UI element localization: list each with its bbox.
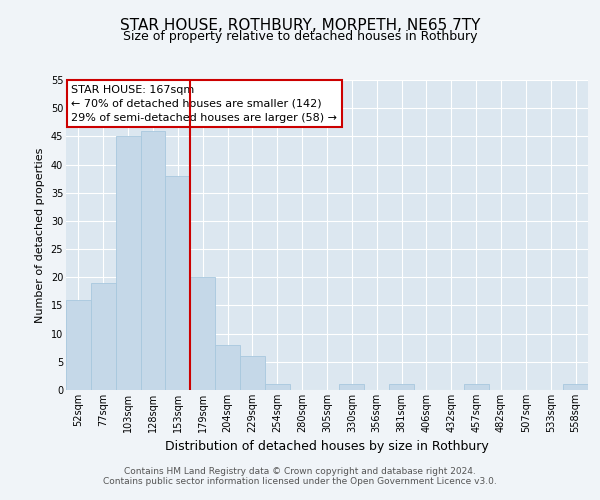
Bar <box>265 384 290 390</box>
Text: Contains HM Land Registry data © Crown copyright and database right 2024.: Contains HM Land Registry data © Crown c… <box>124 467 476 476</box>
Text: Contains public sector information licensed under the Open Government Licence v3: Contains public sector information licen… <box>103 477 497 486</box>
Y-axis label: Number of detached properties: Number of detached properties <box>35 148 45 322</box>
Bar <box>240 356 265 390</box>
Text: Size of property relative to detached houses in Rothbury: Size of property relative to detached ho… <box>123 30 477 43</box>
Bar <box>166 176 190 390</box>
Bar <box>389 384 414 390</box>
Bar <box>215 345 240 390</box>
X-axis label: Distribution of detached houses by size in Rothbury: Distribution of detached houses by size … <box>165 440 489 454</box>
Bar <box>340 384 364 390</box>
Bar <box>140 130 166 390</box>
Bar <box>563 384 588 390</box>
Text: STAR HOUSE, ROTHBURY, MORPETH, NE65 7TY: STAR HOUSE, ROTHBURY, MORPETH, NE65 7TY <box>120 18 480 32</box>
Bar <box>66 300 91 390</box>
Text: STAR HOUSE: 167sqm
← 70% of detached houses are smaller (142)
29% of semi-detach: STAR HOUSE: 167sqm ← 70% of detached hou… <box>71 84 337 122</box>
Bar <box>190 278 215 390</box>
Bar <box>91 283 116 390</box>
Bar <box>464 384 488 390</box>
Bar <box>116 136 140 390</box>
